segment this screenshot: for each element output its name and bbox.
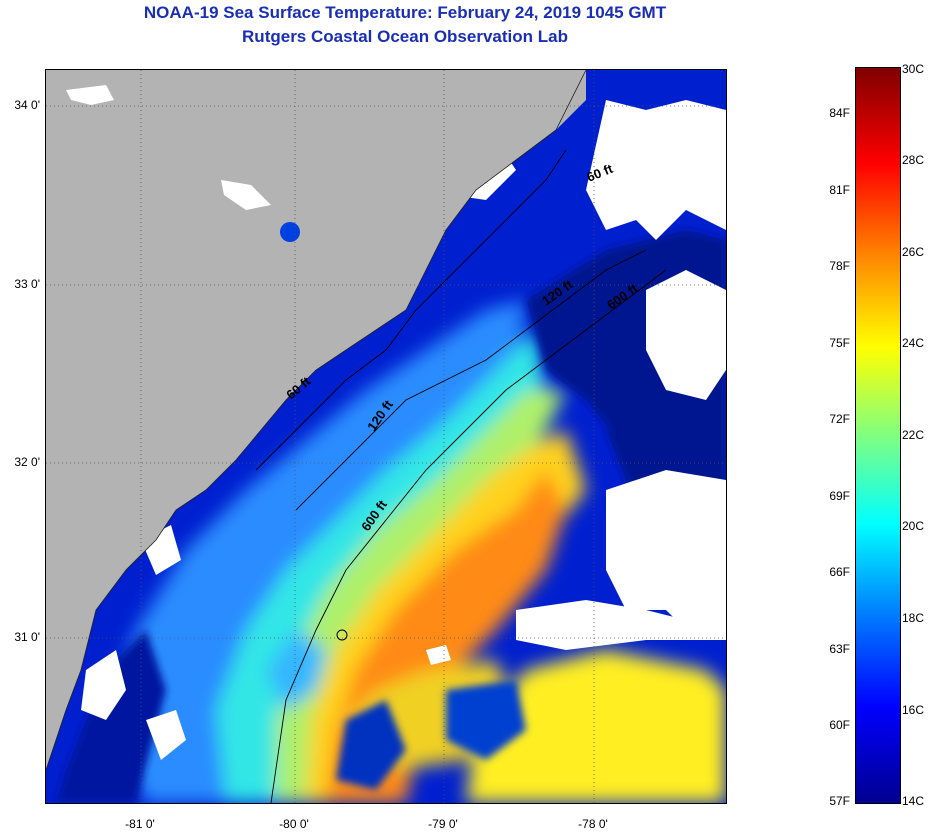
colorbar-f-81: 81F [829,183,850,197]
colorbar-c-18: 18C [902,611,925,625]
sst-field [46,70,726,803]
colorbar-c-26: 26C [902,245,925,259]
colorbar-f-69: 69F [829,489,850,503]
colorbar-f-66: 66F [829,565,850,579]
colorbar-f-84: 84F [829,106,850,120]
colorbar-c-22: 22C [902,428,925,442]
colorbar-c-14: 14C [902,794,925,808]
colorbar-f-60: 60F [829,718,850,732]
colorbar-f-57: 57F [829,794,850,808]
temperature-colorbar [855,67,901,804]
colorbar-f-78: 78F [829,259,850,273]
colorbar-c-20: 20C [902,519,925,533]
lon-label-81: -81 0' [125,817,155,831]
lon-label-80: -80 0' [279,817,309,831]
lon-label-79: -79 0' [428,817,458,831]
inland-water [66,85,271,210]
colorbar-c-16: 16C [902,703,925,717]
graticule [46,70,726,803]
depth-contours [255,149,667,803]
sst-map-canvas: 60 ft 120 ft 600 ft 60 ft 120 ft 600 ft [46,70,726,803]
map-subtitle: Rutgers Coastal Ocean Observation Lab [242,27,568,46]
colorbar-c-30: 30C [902,62,925,76]
colorbar-c-28: 28C [902,153,925,167]
lat-label-33: 33 0' [14,277,40,291]
lat-label-32: 32 0' [14,455,40,469]
sst-map[interactable]: 60 ft 120 ft 600 ft 60 ft 120 ft 600 ft [45,69,727,804]
colorbar-f-72: 72F [829,412,850,426]
lat-label-31: 31 0' [14,630,40,644]
colorbar-f-75: 75F [829,336,850,350]
lon-label-78: -78 0' [578,817,608,831]
colorbar-c-24: 24C [902,336,925,350]
map-title: NOAA-19 Sea Surface Temperature: Februar… [143,3,667,22]
lat-label-34: 34 0' [14,98,40,112]
colorbar-f-63: 63F [829,642,850,656]
coastline [46,70,587,771]
